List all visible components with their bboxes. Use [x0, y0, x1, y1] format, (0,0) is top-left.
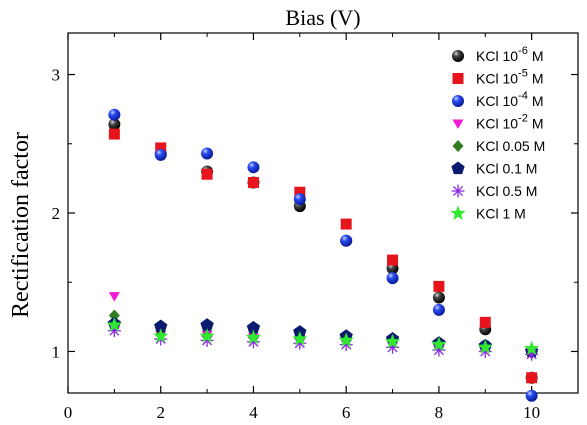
y-tick-label: 3: [52, 66, 61, 85]
data-point: [479, 316, 491, 328]
legend-label-base: KCl 10: [476, 116, 518, 132]
data-point: [294, 186, 306, 198]
data-point: [387, 254, 399, 266]
data-point: [108, 108, 121, 121]
data-point: [154, 319, 168, 333]
data-point: [106, 317, 122, 332]
legend-label-exp: -4: [518, 90, 528, 102]
y-tick-label: 2: [52, 204, 61, 223]
data-point: [108, 292, 120, 302]
legend-label: KCl 1 M: [476, 206, 526, 222]
legend-label-unit: M: [532, 48, 544, 64]
data-point: [340, 218, 352, 230]
data-point: [525, 389, 538, 402]
legend-label-exp: -5: [518, 68, 528, 80]
data-point: [524, 340, 540, 356]
data-point: [433, 280, 445, 292]
data-point: [201, 147, 214, 160]
y-axis-title: Rectification factor: [8, 132, 34, 318]
x-tick-label: 4: [249, 403, 258, 422]
legend-label-exp: -6: [518, 45, 528, 57]
legend-item: KCl 0.5 M: [451, 183, 537, 199]
data-point: [431, 336, 447, 352]
series-1: [108, 128, 538, 384]
legend-item: KCl 10-6 M: [452, 45, 543, 64]
series-2: [108, 108, 538, 402]
series-0: [108, 118, 538, 384]
legend-label-base: KCl 10: [476, 48, 518, 64]
data-point: [154, 148, 167, 161]
legend-marker: [452, 140, 464, 152]
series-3: [108, 292, 538, 360]
legend-item: KCl 0.1 M: [451, 161, 537, 177]
data-point: [292, 331, 308, 346]
series-5: [107, 316, 539, 358]
legend-label-exp: -2: [518, 113, 528, 125]
legend-label: KCl 0.5 M: [476, 183, 537, 199]
legend-item: KCl 1 M: [450, 205, 526, 222]
legend-label-unit: M: [532, 93, 544, 109]
legend-marker: [451, 161, 465, 175]
data-point: [199, 328, 215, 343]
legend-marker: [452, 95, 464, 107]
x-tick-label: 6: [342, 403, 351, 422]
legend-label-unit: M: [532, 116, 544, 132]
series-4: [108, 309, 538, 359]
data-point: [386, 272, 399, 285]
data-point: [384, 333, 401, 349]
data-point: [245, 329, 262, 345]
data-point: [246, 320, 261, 334]
legend-label-unit: M: [532, 71, 544, 87]
legend-label-base: KCl 10: [476, 71, 518, 87]
data-point: [108, 118, 121, 131]
data-point: [201, 168, 213, 180]
legend-label: KCl 10-5 M: [476, 68, 543, 87]
legend-label: KCl 10-6 M: [476, 45, 543, 64]
series-7: [106, 317, 540, 356]
axis-ticks: [67, 33, 579, 393]
series-6: [107, 324, 539, 361]
legend-item: KCl 0.05 M: [452, 138, 545, 154]
data-point: [108, 128, 120, 140]
x-axis-title: Bias (V): [285, 5, 360, 30]
legend-item: KCl 10-4 M: [452, 90, 543, 109]
legend-marker: [452, 119, 464, 129]
legend-label: KCl 0.1 M: [476, 161, 537, 177]
legend-marker: [451, 184, 465, 198]
x-tick-label: 0: [64, 403, 73, 422]
data-point: [293, 193, 306, 206]
data-point: [432, 291, 445, 304]
data-point: [340, 234, 353, 247]
data-point: [247, 177, 259, 189]
legend-marker: [450, 205, 466, 220]
data-point: [338, 332, 354, 347]
data-point: [108, 309, 120, 322]
data-point: [155, 142, 167, 154]
legend-label-base: KCl 10: [476, 93, 518, 109]
data-point: [432, 303, 445, 316]
legend-item: KCl 10-5 M: [452, 68, 543, 87]
x-tick-label: 8: [435, 403, 444, 422]
legend-label: KCl 10-2 M: [476, 113, 543, 132]
data-point: [477, 339, 493, 354]
data-points: [106, 108, 540, 402]
x-tick-label: 10: [523, 403, 540, 422]
legend-label: KCl 10-4 M: [476, 90, 543, 109]
data-point: [247, 161, 260, 174]
legend-item: KCl 10-2 M: [452, 113, 543, 132]
x-tick-label: 2: [156, 403, 165, 422]
legend-label: KCl 0.05 M: [476, 138, 545, 154]
y-tick-label: 1: [52, 342, 61, 361]
data-point: [153, 328, 169, 343]
legend-marker: [452, 73, 464, 84]
data-point: [200, 318, 214, 331]
data-point: [526, 372, 538, 384]
legend-marker: [452, 50, 464, 62]
